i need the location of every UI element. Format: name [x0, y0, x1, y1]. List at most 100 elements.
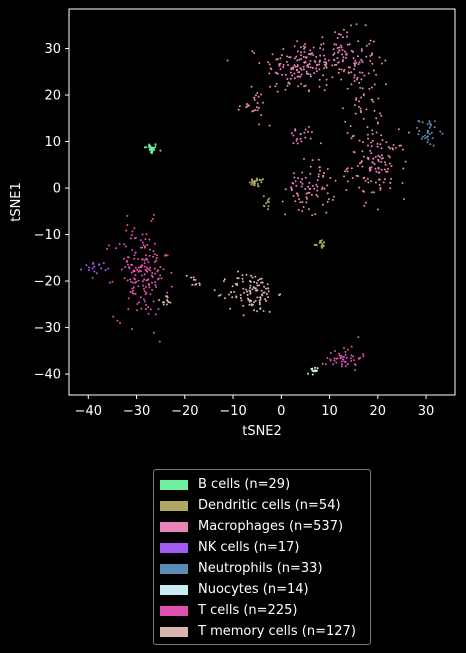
point-series-2	[331, 76, 334, 79]
point-series-2	[382, 181, 385, 184]
point-series-2	[378, 171, 381, 174]
point-series-6	[153, 213, 155, 216]
point-series-2	[298, 71, 301, 74]
point-series-2	[303, 85, 306, 88]
point-series-2	[354, 59, 357, 62]
point-series-2	[321, 203, 324, 206]
point-series-2	[315, 67, 318, 70]
legend-label: Dendritic cells (n=54)	[198, 498, 341, 513]
point-series-2	[342, 107, 344, 110]
point-series-7	[163, 301, 166, 304]
point-series-7	[267, 290, 270, 293]
point-series-2	[300, 46, 302, 49]
point-series-6	[344, 350, 347, 353]
point-series-2	[392, 148, 394, 151]
point-series-2	[320, 43, 323, 46]
point-series-2	[282, 48, 285, 50]
point-series-7	[246, 294, 249, 296]
point-series-1	[262, 178, 264, 181]
point-series-7	[247, 299, 250, 301]
point-series-2	[295, 192, 298, 195]
point-series-6	[146, 266, 148, 269]
point-series-6	[139, 265, 142, 267]
point-series-2	[287, 64, 289, 66]
point-series-2	[332, 53, 335, 56]
point-series-6	[111, 280, 114, 283]
point-series-6	[341, 365, 343, 368]
point-series-2	[321, 186, 324, 189]
point-series-6	[141, 280, 144, 283]
point-series-2	[346, 170, 349, 173]
point-series-5	[316, 367, 319, 370]
x-tick-label: 10	[321, 404, 338, 419]
point-series-6	[129, 290, 132, 293]
point-series-6	[154, 313, 157, 316]
point-series-2	[360, 50, 363, 52]
point-series-2	[308, 181, 311, 184]
point-series-0	[151, 146, 154, 149]
point-series-6	[143, 273, 146, 276]
point-series-7	[193, 278, 195, 281]
point-series-2	[380, 168, 383, 171]
point-series-2	[257, 106, 260, 109]
point-series-1	[262, 204, 265, 207]
legend-item-t-memory-cells: T memory cells (n=127)	[160, 621, 370, 642]
point-series-2	[292, 194, 295, 197]
point-series-2	[389, 181, 392, 184]
point-series-2	[364, 24, 367, 27]
point-series-2	[353, 151, 356, 154]
point-series-0	[148, 146, 151, 149]
point-series-6	[134, 281, 137, 284]
point-series-2	[281, 200, 284, 203]
point-series-6	[133, 254, 136, 257]
point-series-4	[426, 129, 429, 132]
point-series-7	[242, 291, 245, 294]
point-series-2	[371, 161, 374, 164]
point-series-7	[266, 283, 269, 286]
point-series-2	[387, 154, 390, 157]
point-series-2	[380, 134, 383, 137]
point-series-6	[151, 276, 154, 278]
point-series-6	[152, 331, 155, 334]
point-series-2	[390, 165, 393, 168]
point-series-3	[102, 262, 105, 264]
point-series-3	[85, 264, 88, 267]
point-series-2	[343, 68, 346, 71]
point-series-6	[133, 227, 136, 230]
point-series-7	[267, 296, 270, 299]
legend-item-neutrophils: Neutrophils (n=33)	[160, 558, 370, 579]
point-series-2	[301, 171, 304, 174]
point-series-2	[341, 60, 344, 63]
point-series-2	[321, 188, 323, 190]
point-series-6	[339, 357, 342, 360]
point-series-2	[322, 174, 325, 177]
point-series-1	[260, 181, 263, 184]
point-series-2	[304, 188, 307, 190]
point-series-2	[369, 60, 372, 62]
point-series-2	[355, 97, 358, 100]
point-series-6	[148, 284, 150, 287]
point-series-6	[157, 269, 159, 272]
point-series-7	[245, 288, 248, 291]
point-series-2	[301, 210, 304, 213]
point-series-6	[170, 271, 173, 274]
point-series-1	[265, 202, 268, 205]
point-series-6	[128, 266, 130, 268]
point-series-2	[290, 189, 293, 192]
point-series-2	[353, 68, 355, 71]
point-series-7	[259, 298, 262, 301]
point-series-2	[238, 105, 241, 108]
point-series-2	[316, 179, 319, 182]
point-series-2	[323, 89, 326, 92]
point-series-2	[291, 74, 294, 77]
point-series-2	[279, 57, 282, 60]
point-series-2	[282, 66, 285, 69]
point-series-2	[288, 56, 291, 59]
point-series-6	[126, 279, 129, 282]
point-series-2	[345, 168, 348, 171]
point-series-3	[91, 267, 94, 270]
point-series-7	[237, 270, 240, 273]
point-series-6	[136, 303, 139, 305]
point-series-2	[315, 193, 318, 196]
